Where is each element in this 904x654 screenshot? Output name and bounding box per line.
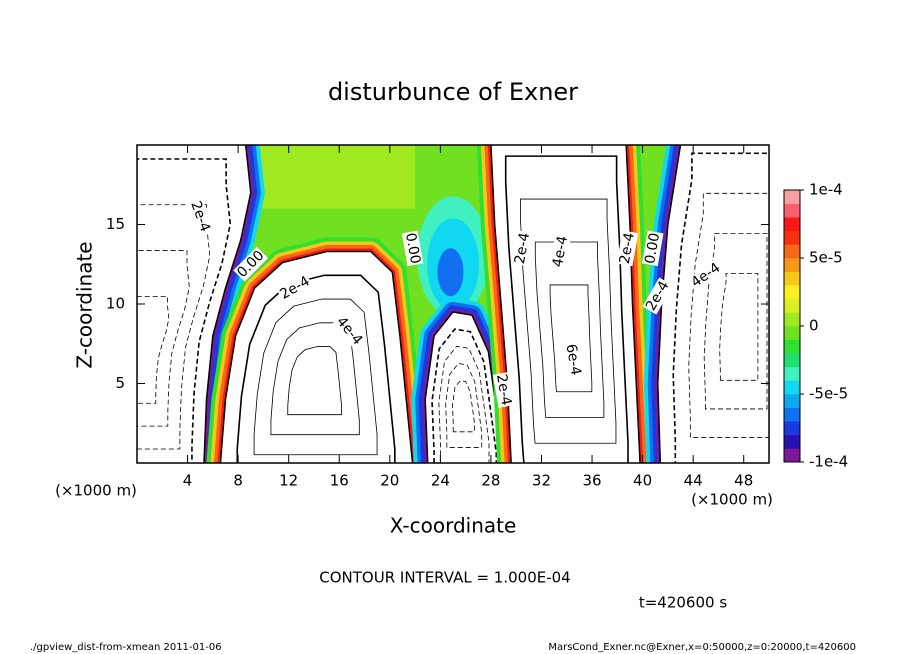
negative-middle-contour — [452, 380, 475, 433]
colorbar-band — [784, 190, 800, 204]
contour-label-bg — [401, 230, 424, 267]
contour-label-bg — [492, 371, 515, 408]
chart-title: disturbunce of Exner — [328, 78, 578, 106]
positive-left-contour — [287, 346, 342, 416]
positive-right-contour — [549, 284, 593, 393]
colorbar-band — [784, 353, 800, 368]
colorbar-tick-label: 1e-4 — [809, 181, 843, 199]
colorbar-band — [784, 366, 800, 381]
contour-interval: CONTOUR INTERVAL = 1.000E-04 — [319, 569, 570, 587]
positive-right-contour — [534, 241, 605, 418]
y-tick-label: 10 — [106, 295, 125, 313]
y-axis-label: Z-coordinate — [73, 241, 97, 368]
positive-left — [219, 250, 414, 463]
colorbar-band — [784, 258, 800, 272]
contour-label-bg — [616, 230, 639, 267]
colorbar-band — [784, 421, 800, 436]
negative-left-contour — [137, 158, 232, 463]
y-tick-label: 5 — [115, 374, 125, 392]
x-tick-label: 16 — [330, 472, 349, 490]
footer-right: MarsCond_Exner.nc@Exner,x=0:50000,z=0:20… — [548, 642, 856, 653]
colorbar-band — [784, 339, 800, 354]
negative-left-contour — [137, 295, 170, 404]
contour-label-bg — [276, 272, 314, 304]
contour-label-bg — [687, 259, 725, 292]
positive-right-contour — [504, 155, 629, 463]
time-label: t=420600 s — [639, 594, 727, 612]
contour-label: 2e-4 — [512, 231, 533, 265]
contour-label: 6e-4 — [562, 343, 583, 377]
blue-blob — [437, 248, 464, 297]
contour-label-bg — [641, 230, 664, 267]
negative-middle-contour — [445, 363, 483, 448]
negative-left — [137, 145, 252, 463]
contour-label-bg — [562, 341, 584, 378]
contour-label: 2e-4 — [617, 231, 638, 265]
contour-label-bg — [332, 313, 367, 350]
colorbar-band — [784, 394, 800, 408]
contour-label: 0.00 — [402, 232, 423, 265]
colorbar-band — [784, 434, 800, 449]
x-tick-label: 28 — [481, 472, 500, 490]
negative-right — [657, 145, 769, 463]
positive-left-contour — [236, 274, 396, 463]
colorbar-band — [784, 285, 800, 300]
x-tick-label: 32 — [532, 472, 551, 490]
x-tick-label: 4 — [183, 472, 193, 490]
x-tick-label: 44 — [684, 472, 703, 490]
colorbar-band — [784, 380, 800, 395]
colorbar-tick-label: -5e-5 — [809, 385, 848, 403]
x-tick-label: 20 — [380, 472, 399, 490]
contour-label-bg — [233, 246, 269, 282]
y-unit-label: (×1000 m) — [55, 482, 137, 500]
colorbar-band — [784, 217, 800, 232]
colorbar-band — [784, 326, 800, 340]
field-upper — [250, 145, 416, 209]
negative-middle-contour — [431, 328, 498, 463]
x-tick-label: 36 — [582, 472, 601, 490]
contour-label-bg — [549, 233, 572, 270]
x-tick-label: 12 — [279, 472, 298, 490]
x-tick-label: 40 — [633, 472, 652, 490]
x-tick-label: 8 — [233, 472, 243, 490]
contour-label: 2e-4 — [493, 373, 514, 407]
positive-left-contour — [270, 322, 360, 436]
colorbar-band — [784, 298, 800, 313]
negative-right-contour — [719, 273, 759, 381]
colorbar-tick-label: 5e-5 — [809, 249, 843, 267]
colorbar-band — [784, 230, 800, 245]
colorbar-band — [784, 244, 800, 259]
x-tick-label: 48 — [734, 472, 753, 490]
x-tick-label: 24 — [431, 472, 450, 490]
y-tick-label: 15 — [106, 215, 125, 233]
colorbar-band — [784, 203, 800, 218]
contour-label-bg — [642, 277, 674, 315]
colorbar-band — [784, 407, 800, 422]
field — [137, 145, 769, 463]
colorbar-band — [784, 271, 800, 286]
negative-right-contour — [703, 233, 768, 410]
positive-right-contour — [520, 198, 617, 444]
colorbar-band — [784, 448, 800, 463]
contour-label: 0.00 — [642, 232, 663, 265]
contour-label: 4e-4 — [550, 235, 571, 269]
x-axis-label: X-coordinate — [390, 514, 517, 538]
colorbar-tick-label: -1e-4 — [809, 453, 848, 471]
negative-middle — [424, 311, 505, 463]
colorbar-tick-label: 0 — [809, 317, 819, 335]
contour-label-bg — [186, 198, 214, 236]
colorbar-band — [784, 312, 800, 327]
contour-label-bg — [511, 230, 534, 267]
negative-right-contour — [672, 152, 769, 463]
footer-left: ./gpview_dist-from-xmean 2011-01-06 — [30, 642, 222, 653]
positive-left-contour — [253, 298, 378, 456]
x-unit-label: (×1000 m) — [691, 491, 773, 509]
